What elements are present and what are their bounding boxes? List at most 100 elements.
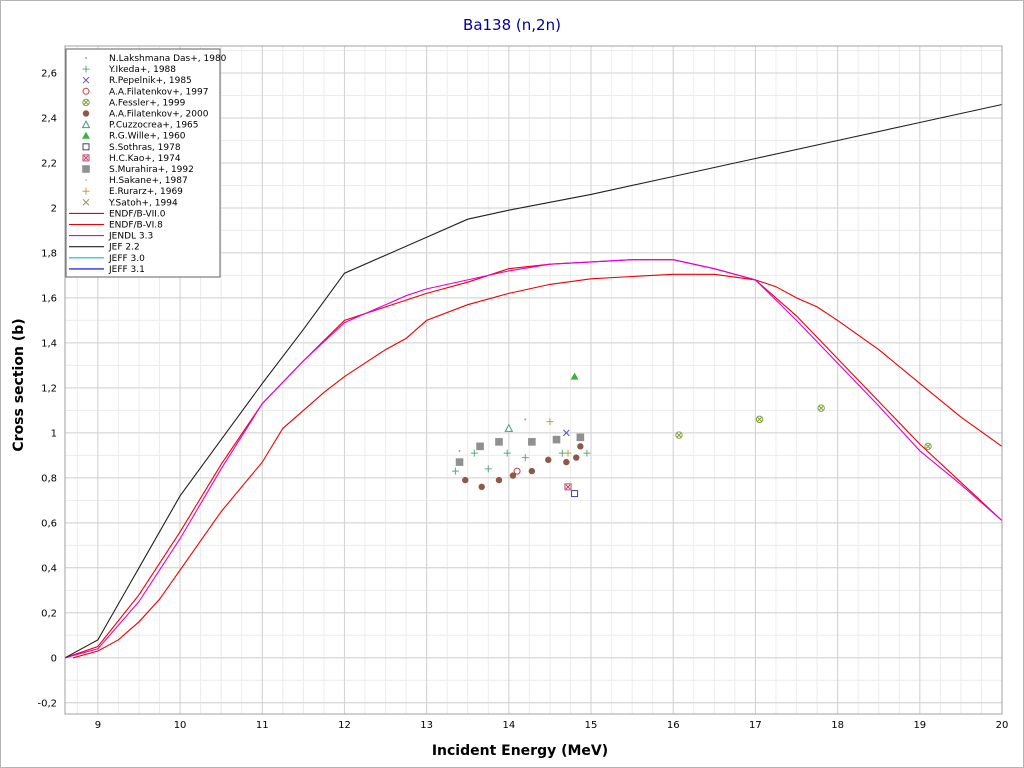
point-r-pepelnik-1985 <box>563 429 570 437</box>
x-tick-label: 14 <box>502 720 515 731</box>
point-a-a-filatenkov-2000 <box>509 472 517 479</box>
point-p-cuzzocrea-1965 <box>504 423 514 432</box>
legend-box <box>65 48 221 278</box>
point-a-a-filatenkov-2000 <box>545 456 552 464</box>
point-n-lakshmana-das-1980 <box>524 418 527 421</box>
legend-label-r-pepelnik-1985: R.Pepelnik+, 1985 <box>109 76 192 86</box>
point-a-a-filatenkov-2000 <box>573 454 580 461</box>
legend-marker-n-lakshmana-das-1980 <box>85 57 87 59</box>
point-y-ikeda-1988 <box>451 467 459 475</box>
x-tick-label: 13 <box>420 720 433 731</box>
legend-label-r-g-wille-1960: R.G.Wille+, 1960 <box>109 132 186 142</box>
y-tick-label: 1,8 <box>41 248 57 259</box>
point-e-rurarz-1969 <box>564 449 572 457</box>
x-tick-label: 11 <box>256 720 269 731</box>
legend-label-jeff-3-0: JEFF 3.0 <box>108 254 145 264</box>
legend-label-y-satoh-1994: Y.Satoh+, 1994 <box>108 198 178 208</box>
legend-label-n-lakshmana-das-1980: N.Lakshmana Das+, 1980 <box>109 54 227 64</box>
legend-label-endf-b-vi-8: ENDF/B-VI.8 <box>109 221 163 231</box>
legend-marker-a-a-filatenkov-1997 <box>82 87 90 95</box>
legend-label-h-sakane-1987: H.Sakane+, 1987 <box>109 176 188 186</box>
curve-jef-2-2 <box>64 103 1003 659</box>
point-y-ikeda-1988 <box>521 454 529 462</box>
point-s-murahira-1992 <box>476 442 484 451</box>
y-tick-label: 2,6 <box>41 68 57 79</box>
legend-label-a-a-filatenkov-2000: A.A.Filatenkov+, 2000 <box>109 110 209 120</box>
legend-marker-h-sakane-1987 <box>85 179 87 182</box>
point-a-a-filatenkov-2000 <box>478 483 485 491</box>
legend-marker-s-murahira-1992 <box>82 165 90 173</box>
legend-marker-r-pepelnik-1985 <box>82 76 90 84</box>
point-s-sothras-1978 <box>571 490 579 498</box>
y-tick-label: 0,6 <box>41 518 57 529</box>
x-tick-label: 9 <box>95 720 101 731</box>
point-y-ikeda-1988 <box>503 449 511 457</box>
legend-label-y-ikeda-1988: Y.Ikeda+, 1988 <box>108 65 176 75</box>
legend-label-p-cuzzocrea-1965: P.Cuzzocrea+, 1965 <box>109 121 199 131</box>
legend-marker-h-c-kao-1974 <box>82 154 90 162</box>
point-s-murahira-1992 <box>528 438 536 446</box>
y-tick-label: -0,2 <box>37 698 57 709</box>
y-tick-label: 1,4 <box>41 338 57 349</box>
point-s-murahira-1992 <box>495 438 503 446</box>
point-a-a-filatenkov-2000 <box>577 443 584 450</box>
legend-label-a-fessler-1999: A.Fessler+, 1999 <box>109 98 186 108</box>
grid <box>65 46 1003 714</box>
experimental-points <box>451 372 932 498</box>
y-tick-label: 1 <box>51 428 57 439</box>
point-a-a-filatenkov-2000 <box>495 476 503 484</box>
point-a-fessler-1999 <box>924 442 932 451</box>
y-tick-label: 1,6 <box>41 293 57 304</box>
legend-label-h-c-kao-1974: H.C.Kao+, 1974 <box>109 154 181 164</box>
point-a-a-filatenkov-2000 <box>528 467 536 475</box>
point-a-a-filatenkov-1997 <box>513 467 521 475</box>
legend-marker-a-a-filatenkov-2000 <box>82 110 90 117</box>
point-a-fessler-1999 <box>755 415 764 424</box>
point-s-murahira-1992 <box>576 433 585 442</box>
legend-marker-e-rurarz-1969 <box>82 187 90 195</box>
point-s-murahira-1992 <box>455 458 464 466</box>
y-tick-label: 0,8 <box>41 473 57 484</box>
x-tick-label: 15 <box>585 720 598 731</box>
x-axis-label: Incident Energy (MeV) <box>432 743 608 759</box>
y-tick-label: 2,2 <box>41 158 57 169</box>
curve-jendl-3-3 <box>64 259 1003 659</box>
point-y-ikeda-1988 <box>470 449 478 457</box>
point-a-a-filatenkov-2000 <box>462 476 469 484</box>
legend-label-s-murahira-1992: S.Murahira+, 1992 <box>109 165 194 175</box>
point-h-c-kao-1974 <box>564 483 572 491</box>
y-axis-ticks: -0,2 0 0,2 0,4 0,6 0,8 1 1,2 1,4 1,6 1,8 2 2,2 2,4 2,6 <box>37 68 57 709</box>
legend-marker-s-sothras-1978 <box>82 143 90 151</box>
x-tick-label: 12 <box>338 720 351 731</box>
legend-label-endf-b-vii-0: ENDF/B-VII.0 <box>109 209 166 219</box>
y-tick-label: 0,2 <box>41 608 57 619</box>
x-axis-ticks: 9 10 11 12 13 14 15 16 17 18 19 20 <box>95 720 1009 731</box>
x-tick-label: 18 <box>831 720 844 731</box>
plot-border <box>64 45 1003 715</box>
evaluation-curves <box>64 103 1003 659</box>
x-tick-label: 20 <box>996 720 1009 731</box>
point-r-g-wille-1960 <box>570 372 579 380</box>
y-tick-label: 2,4 <box>41 113 57 124</box>
y-tick-label: 0 <box>51 653 57 664</box>
point-s-murahira-1992 <box>552 435 561 444</box>
legend-marker-p-cuzzocrea-1965 <box>81 120 91 129</box>
y-axis-label: Cross section (b) <box>11 318 27 451</box>
point-a-fessler-1999 <box>675 431 683 439</box>
point-n-lakshmana-das-1980 <box>458 449 461 452</box>
y-tick-label: 1,2 <box>41 383 57 394</box>
point-a-fessler-1999 <box>817 404 825 412</box>
x-tick-label: 17 <box>749 720 762 731</box>
legend-label-a-a-filatenkov-1997: A.A.Filatenkov+, 1997 <box>109 87 208 97</box>
legend-label-jendl-3-3: JENDL 3.3 <box>108 232 153 242</box>
legend-marker-a-fessler-1999 <box>82 98 90 107</box>
point-a-a-filatenkov-2000 <box>563 458 570 466</box>
curve-endf-b-vii-0 <box>64 259 1003 659</box>
point-e-rurarz-1969 <box>546 418 554 426</box>
x-tick-label: 10 <box>174 720 187 731</box>
x-tick-label: 16 <box>667 720 680 731</box>
chart-title: Ba138 (n,2n) <box>463 16 561 34</box>
legend-label-s-sothras-1978: S.Sothras, 1978 <box>109 143 181 153</box>
